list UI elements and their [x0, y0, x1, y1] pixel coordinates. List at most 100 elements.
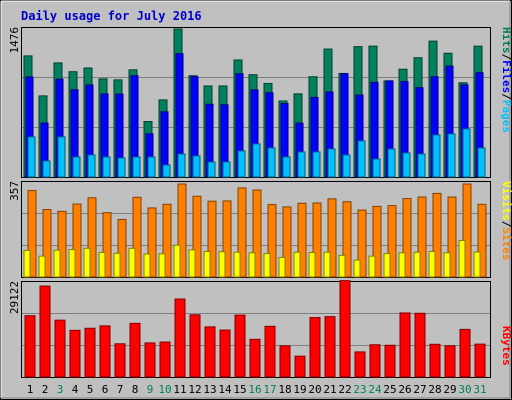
x-label-day-16: 16 [248, 383, 261, 396]
x-axis-day-labels: 1 2 3 4 5 6 7 8 9 10 11 12 13 14 15 16 17 18 19 20 21 22 23 24 2… [27, 383, 487, 396]
bar-sites-day-6 [102, 212, 112, 278]
bar-pages-day-19 [297, 151, 306, 178]
bar-sites-day-14 [222, 200, 232, 278]
bar-pages-day-23 [357, 140, 366, 178]
bar-visits-day-2 [38, 255, 46, 278]
bar-sites-day-10 [162, 203, 172, 278]
bar-pages-day-26 [402, 152, 411, 178]
bar-kbytes-day-25 [384, 344, 396, 378]
bar-kbytes-day-27 [414, 312, 426, 378]
bar-sites-day-2 [42, 209, 52, 278]
bar-visits-day-5 [83, 247, 91, 278]
bar-visits-day-23 [353, 259, 361, 278]
bar-pages-day-6 [102, 156, 111, 178]
bar-visits-day-11 [173, 244, 181, 278]
x-label-day-8: 8 [132, 383, 139, 396]
bar-sites-day-7 [117, 218, 127, 278]
bar-sites-day-1 [27, 190, 37, 278]
bar-visits-day-31 [473, 251, 481, 278]
bar-kbytes-day-5 [84, 327, 96, 378]
bar-sites-day-16 [252, 189, 262, 278]
x-label-day-11: 11 [173, 383, 186, 396]
bar-visits-day-22 [338, 254, 346, 278]
x-label-day-19: 19 [293, 383, 306, 396]
legend-sep: / [500, 54, 512, 61]
bar-kbytes-day-4 [69, 329, 81, 378]
x-label-day-29: 29 [443, 383, 456, 396]
bar-pages-day-14 [222, 161, 231, 178]
bar-pages-day-31 [477, 147, 486, 178]
bar-pages-day-17 [267, 147, 276, 178]
x-label-day-24: 24 [368, 383, 382, 396]
bar-visits-day-24 [368, 255, 376, 278]
bar-kbytes-day-3 [54, 319, 66, 378]
x-label-day-26: 26 [398, 383, 411, 396]
bar-pages-day-1 [27, 136, 36, 178]
x-label-day-9: 9 [147, 383, 154, 396]
bar-sites-day-22 [342, 201, 352, 278]
x-label-day-12: 12 [188, 383, 201, 396]
bar-sites-day-31 [477, 203, 487, 278]
bar-visits-day-9 [143, 253, 151, 278]
bar-kbytes-day-2 [39, 285, 51, 378]
bar-pages-day-8 [132, 156, 141, 178]
x-label-day-2: 2 [42, 383, 49, 396]
legend-hits: Hits [500, 27, 512, 54]
bar-sites-day-21 [327, 198, 337, 278]
bar-sites-day-12 [192, 195, 202, 278]
bar-sites-day-13 [207, 200, 217, 278]
bar-kbytes-day-8 [129, 322, 141, 378]
chart-title: Daily usage for July 2016 [21, 9, 202, 23]
legend-kbytes: KBytes [500, 326, 512, 366]
bar-visits-day-1 [23, 249, 31, 278]
bar-pages-day-10 [162, 164, 171, 178]
bar-kbytes-day-24 [369, 344, 381, 378]
bar-pages-day-30 [462, 128, 471, 178]
bar-pages-day-29 [447, 133, 456, 178]
x-label-day-3: 3 [57, 383, 64, 396]
bar-visits-day-14 [218, 251, 226, 278]
bar-kbytes-day-22 [339, 280, 351, 378]
bar-sites-day-11 [177, 183, 187, 278]
x-label-day-6: 6 [102, 383, 109, 396]
legend-visits: Visits [500, 181, 512, 221]
bar-visits-day-16 [248, 252, 256, 278]
legend-pages: Pages [500, 100, 512, 133]
bar-visits-day-26 [398, 252, 406, 278]
x-label-day-14: 14 [218, 383, 232, 396]
x-label-day-22: 22 [338, 383, 351, 396]
bar-sites-day-30 [462, 183, 472, 278]
bar-pages-day-16 [252, 143, 261, 178]
bars-kbytes [24, 280, 486, 378]
bar-visits-day-6 [98, 252, 106, 278]
legend-sep: / [500, 221, 512, 228]
bar-pages-day-18 [282, 156, 291, 178]
bar-pages-day-13 [207, 161, 216, 178]
x-label-day-10: 10 [158, 383, 171, 396]
bars-visits-sites [23, 183, 487, 278]
y-max-label-kbytes: 29122 [8, 281, 21, 314]
bar-kbytes-day-11 [174, 298, 186, 378]
bar-sites-day-15 [237, 187, 247, 278]
bar-sites-day-5 [87, 197, 97, 278]
y-max-label-visits: 357 [8, 181, 21, 201]
bar-visits-day-17 [263, 253, 271, 278]
bar-visits-day-4 [68, 249, 76, 278]
bar-pages-day-2 [42, 160, 51, 178]
bar-kbytes-day-15 [234, 314, 246, 378]
x-label-day-1: 1 [27, 383, 34, 396]
bar-sites-day-18 [282, 206, 292, 278]
bar-kbytes-day-10 [159, 341, 171, 378]
bar-pages-day-3 [57, 136, 66, 178]
bar-kbytes-day-6 [99, 325, 111, 378]
bar-kbytes-day-1 [24, 315, 36, 378]
bar-pages-day-20 [312, 151, 321, 178]
legend-sep: / [500, 93, 512, 100]
bar-kbytes-day-21 [324, 316, 336, 378]
legend-visits-sites: Visits/Sites [500, 181, 512, 261]
bar-pages-day-12 [192, 155, 201, 178]
legend-files: Files [500, 60, 512, 93]
bar-visits-day-10 [158, 253, 166, 278]
bar-visits-day-8 [128, 247, 136, 278]
legend-sites: Sites [500, 227, 512, 260]
